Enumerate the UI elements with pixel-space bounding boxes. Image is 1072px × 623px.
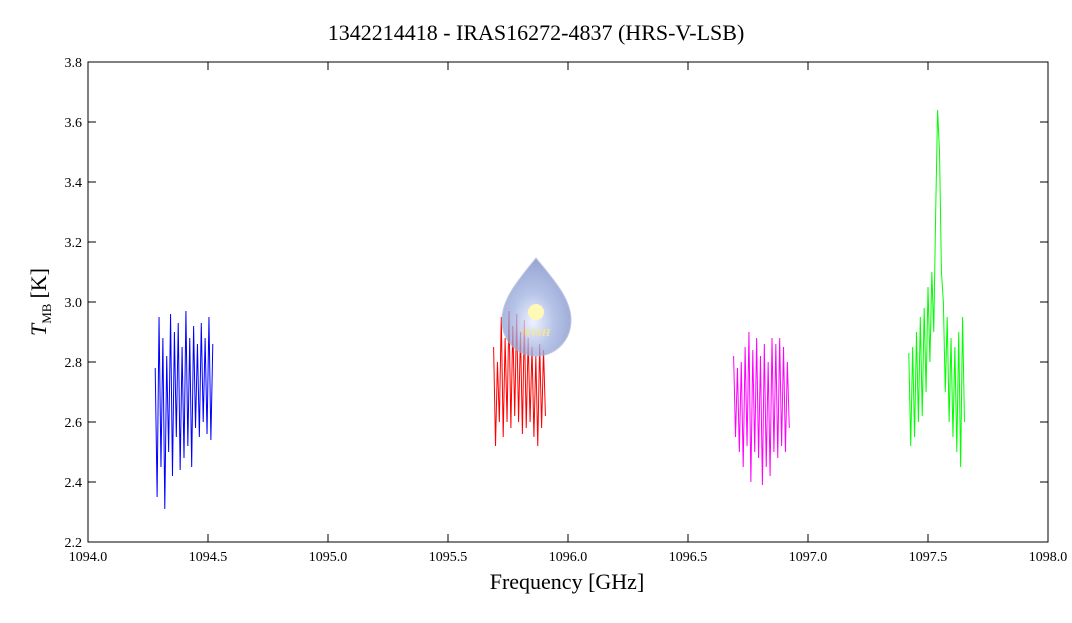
y-tick-label: 3.8 [65, 56, 83, 71]
y-label-unit: [K] [26, 268, 51, 299]
x-tick-label: 1096.5 [669, 550, 708, 565]
watermark-star [528, 304, 544, 320]
spectrum-line [733, 331, 790, 486]
y-label-subscript: MB [39, 303, 54, 324]
y-tick-label: 2.8 [65, 356, 83, 371]
chart-title: 1342214418 - IRAS16272-4837 (HRS-V-LSB) [328, 20, 745, 45]
y-tick-label: 2.6 [65, 416, 83, 431]
x-tick-label: 1095.5 [429, 550, 468, 565]
x-tick-label: 1096.0 [549, 550, 588, 565]
plot-frame [87, 61, 1049, 543]
y-tick-label: 3.0 [65, 296, 83, 311]
y-tick-label: 3.6 [65, 116, 83, 131]
y-label-symbol: T [26, 322, 51, 336]
spectrum-line [154, 310, 214, 510]
x-tick-label: 1097.0 [789, 550, 828, 565]
y-tick-label: 3.2 [65, 236, 83, 251]
y-tick-label: 2.2 [65, 536, 83, 551]
x-tick-label: 1094.5 [189, 550, 228, 565]
x-tick-label: 1094.0 [69, 550, 108, 565]
y-tick-label: 2.4 [65, 476, 83, 491]
y-axis-label: TMB [K] [26, 268, 54, 336]
x-tick-label: 1095.0 [309, 550, 348, 565]
spectrum-line [908, 109, 965, 468]
x-tick-label: 1098.0 [1029, 550, 1068, 565]
spectrum-line [493, 310, 546, 447]
watermark-text: WISH [522, 327, 551, 339]
x-axis-label: Frequency [GHz] [490, 569, 645, 594]
y-tick-label: 3.4 [65, 176, 83, 191]
watermark: WISH [501, 257, 572, 357]
x-tick-label: 1097.5 [909, 550, 948, 565]
